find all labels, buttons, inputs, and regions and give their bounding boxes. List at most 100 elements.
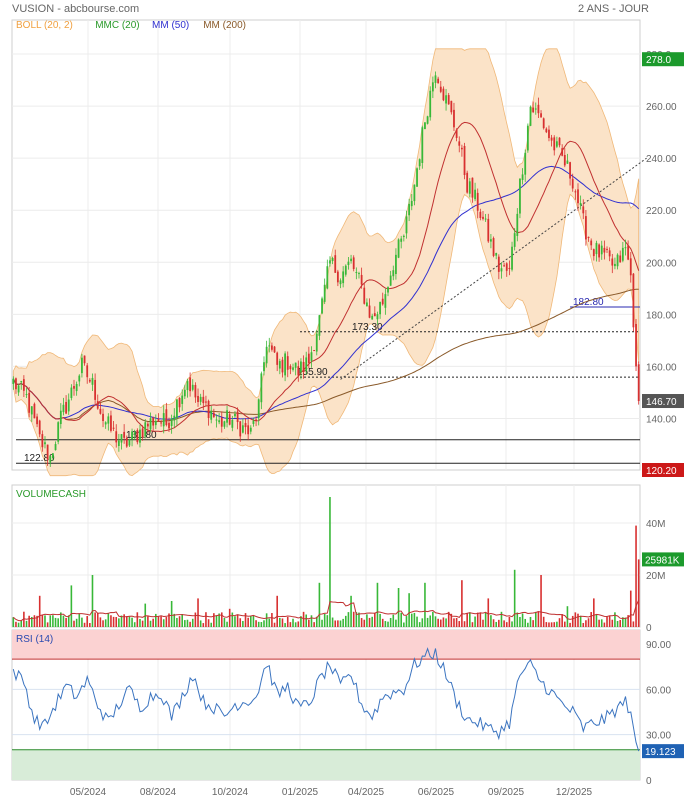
candle-body	[197, 395, 199, 403]
candle-body	[104, 422, 107, 425]
volume-bar	[89, 623, 91, 627]
volume-bar	[540, 575, 542, 627]
volume-bar	[136, 612, 139, 627]
volume-bar	[635, 525, 637, 627]
volume-bar	[199, 620, 202, 627]
volume-bar	[492, 619, 495, 627]
rsi-tick-label: 30.00	[646, 731, 671, 742]
volume-bar	[521, 613, 524, 627]
candle-body	[450, 100, 453, 113]
rsi-tick-label: 90.00	[646, 640, 671, 651]
volume-title: VOLUMECASH	[16, 489, 86, 500]
volume-bar	[220, 612, 223, 627]
legend-item: BOLL (20, 2)	[16, 20, 73, 31]
volume-bar	[168, 613, 170, 627]
support-label: 173.30	[352, 322, 383, 333]
candle-body	[44, 442, 46, 445]
candle-body	[563, 154, 566, 166]
candle-body	[234, 413, 236, 417]
x-tick-label: 12/2025	[556, 787, 593, 798]
candle-body	[439, 86, 442, 92]
volume-bar	[347, 612, 350, 627]
volume-bar	[447, 611, 450, 627]
candle-body	[88, 379, 91, 382]
candle-body	[516, 213, 519, 236]
volume-bar	[33, 615, 36, 627]
candle-body	[57, 422, 60, 442]
candle-body	[54, 444, 57, 451]
volume-bar	[234, 616, 236, 627]
candle-body	[152, 417, 155, 426]
volume-bar	[627, 615, 629, 627]
candle-body	[360, 274, 363, 285]
candle-body	[96, 401, 99, 409]
volume-bar	[616, 620, 619, 627]
candle-body	[571, 178, 574, 189]
rsi-title: RSI (14)	[16, 634, 53, 645]
candle-body	[579, 203, 582, 205]
candle-body	[431, 82, 434, 92]
volume-bar	[469, 612, 471, 627]
candle-body	[574, 191, 577, 193]
candle-body	[15, 378, 17, 390]
candle-body	[482, 216, 484, 219]
candle-body	[62, 404, 65, 413]
volume-bar	[207, 619, 210, 627]
candle-body	[437, 78, 440, 84]
candle-body	[534, 108, 537, 110]
volume-bar	[242, 620, 244, 627]
volume-bar	[157, 616, 160, 627]
candle-body	[176, 399, 178, 419]
volume-bar	[416, 616, 418, 627]
candle-body	[271, 345, 273, 350]
candle-body	[292, 367, 294, 370]
volume-bar	[534, 611, 537, 627]
candle-body	[278, 361, 281, 369]
volume-bar	[561, 614, 563, 627]
candle-body	[519, 178, 521, 214]
candle-body	[205, 401, 207, 403]
volume-bar	[131, 617, 133, 627]
volume-bar	[339, 620, 342, 627]
volume-bar	[300, 616, 302, 627]
volume-bar	[529, 616, 532, 627]
volume-bar	[112, 616, 115, 627]
candle-body	[257, 399, 260, 419]
volume-bar	[160, 616, 162, 627]
volume-bar	[125, 616, 128, 627]
volume-bar	[585, 620, 587, 627]
volume-bar	[91, 575, 94, 627]
candle-body	[555, 141, 558, 147]
volume-bar	[184, 620, 186, 627]
candle-body	[300, 361, 302, 373]
volume-bar	[595, 614, 598, 627]
rsi-tick-label: 0	[646, 776, 652, 787]
volume-bar	[49, 615, 52, 627]
volume-bar	[632, 621, 635, 627]
candle-body	[474, 189, 476, 200]
volume-bar	[41, 614, 44, 627]
chart-title: VUSION - abcbourse.com	[12, 3, 140, 15]
volume-bar	[83, 622, 86, 627]
candle-body	[115, 431, 118, 443]
volume-bar	[405, 616, 408, 627]
candle-body	[466, 172, 469, 193]
candle-body	[117, 440, 120, 446]
volume-bar	[228, 608, 231, 627]
volume-bar	[118, 618, 120, 627]
price-badge-label: 120.20	[646, 466, 677, 477]
candle-body	[447, 95, 450, 105]
volume-bar	[360, 618, 363, 627]
candle-body	[408, 203, 411, 216]
volume-bar	[482, 619, 484, 627]
candle-body	[608, 250, 611, 257]
volume-bar	[466, 612, 468, 627]
candle-body	[273, 346, 276, 353]
volume-bar	[537, 611, 540, 627]
volume-bar	[355, 612, 358, 627]
candle-body	[168, 422, 170, 429]
candle-body	[265, 346, 268, 364]
candle-body	[212, 412, 215, 417]
candle-body	[65, 401, 67, 414]
x-tick-label: 08/2024	[140, 787, 177, 798]
